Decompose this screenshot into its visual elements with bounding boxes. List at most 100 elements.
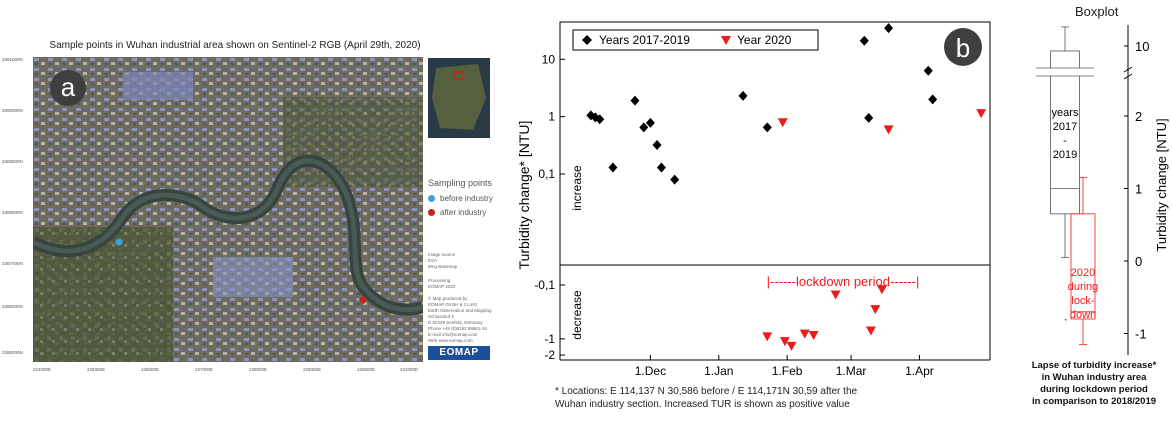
box1-label-line: years [1052,107,1079,119]
map-y-tick: 3387000N [2,261,23,266]
box2-label-line: lock- [1071,295,1095,307]
data-point-2017-2019 [586,110,596,121]
y-tick-label: 1 [548,110,555,124]
data-point-2017-2019 [645,117,655,128]
scatter-points [586,23,987,351]
credits-line: D 82229 Seefeld, Germany [428,320,483,325]
map-y-tick: 3391000N [2,57,23,62]
data-point-2017-2019 [595,114,605,125]
legend-label-after: after industry [440,208,487,217]
data-point-2017-2019 [639,122,649,133]
boxplot-ticks: -1 0 1 2 10 [1124,39,1149,342]
satellite-image [33,57,423,362]
y-tick-label: -2 [544,348,555,362]
upper-plot-frame [559,21,991,266]
data-point-2017-2019 [884,23,894,34]
map-x-tick: 228000E [249,367,268,372]
box-y-tick-label: 2 [1135,109,1142,124]
box2-label-line: during [1068,281,1099,293]
sampling-legend: Sampling points before industry after in… [428,178,493,222]
eomap-logo: EOMAP [428,346,490,360]
x-tick-label: 1.Apr [905,364,934,378]
turbidity-boxplot-chart: -1 0 1 2 10 years 2017 - 2019 2020 during lo… [1036,25,1169,355]
map-y-tick: 3388000N [2,210,23,215]
box2-label-line: down [1070,309,1096,321]
image-source-line: Image source [428,252,456,257]
box1-label: years 2017 - 2019 [1052,107,1079,161]
map-x-tick: 229000E [303,367,322,372]
data-point-2017-2019 [923,65,933,76]
caption-line: during lockdown period [1040,384,1148,395]
box1-label-line: 2019 [1053,149,1077,161]
panel-c-boxplot: Boxplot -1 0 1 2 10 years 2017 - 2019 2020 d… [1000,0,1172,419]
x-tick-label: 1.Dec [635,364,666,378]
data-point-2017-2019 [762,122,772,133]
caption-line: Lapse of turbidity increase* [1031,360,1157,371]
legend-title: Sampling points [428,178,493,188]
increase-label: increase [570,165,584,211]
credits-line: © Map produced by [428,296,468,301]
data-point-2017-2019 [652,140,662,151]
y-tick-label: 0,1 [538,167,555,181]
data-point-2017-2019 [656,162,666,173]
map-y-tick: 3390000N [2,108,23,113]
box2-label-line: 2020 [1071,267,1095,279]
processing-line: EOMAP 2020 [428,284,456,289]
credits-line: Earth Observation and Mapping [428,308,492,313]
processing-line: Processing [428,278,451,283]
x-tick-label: 1.Feb [772,364,803,378]
map-x-tick: 227000E [195,367,214,372]
decrease-label: decrease [570,290,584,340]
black-diamond-icon [582,35,592,45]
box-body [1070,213,1096,320]
box1-label-line: 2017 [1053,121,1077,133]
legend-label-before: before industry [440,194,493,203]
lockdown-period-label: |------lockdown period------| [767,274,920,289]
scatter-ticks: 10 1 0,1 -0,1 -1 -2 1.Dec 1.Jan 1.Feb 1.Mar 1.Apr [534,52,933,378]
map-y-tick: 3386000N [2,304,23,309]
sample-point-before [115,238,123,246]
legend-item-before: before industry [428,194,493,203]
credits-line: Web www.eomap.com [428,338,473,343]
image-source-line: ESA [428,258,438,263]
data-point-2020 [762,332,773,342]
map-title: Sample points in Wuhan industrial area s… [49,40,421,51]
axis-break-mark [1123,73,1133,80]
data-point-2020 [779,337,790,347]
map-y-tick: 3385000N [2,350,23,355]
data-point-2020 [777,118,788,128]
panel-b-scatter: 10 1 0,1 -0,1 -1 -2 1.Dec 1.Jan 1.Feb 1.Mar 1.Apr … [515,0,1000,419]
sample-point-after [359,296,367,304]
box-outlier-point [1065,319,1067,321]
satellite-map [33,57,423,362]
box-y-tick-label: -1 [1135,327,1147,342]
image-source: Image source ESA Bing Basemap [428,252,457,270]
map-x-tick: 225000E [87,367,106,372]
panel-b-badge: b [956,33,970,63]
panel-b-badge-circle [944,28,982,66]
box1-label-line: - [1063,135,1067,147]
panel-a-badge: a [50,70,86,106]
data-point-2017-2019 [859,35,869,46]
boxplot-title: Boxplot [1075,4,1119,19]
data-point-2020 [876,285,887,295]
y-tick-label: -1 [544,332,555,346]
credits-line: Schlosshof 4 [428,314,454,319]
data-point-2017-2019 [864,112,874,123]
data-point-2020 [830,290,841,300]
y-tick-label: 10 [542,52,556,66]
data-point-2020 [883,125,894,135]
data-point-2020 [865,326,876,336]
box2-label: 2020 during lock- down [1068,267,1099,321]
map-y-tick: 3389000N [2,159,23,164]
box-y-tick-label: 10 [1135,39,1149,54]
data-point-2020 [808,331,819,341]
credits-line: Phone +49 (0)8152 99861-15 [428,326,487,331]
legend-series-2: Year 2020 [737,33,792,47]
data-point-2017-2019 [608,162,618,173]
legend-series-1: Years 2017-2019 [599,33,690,47]
boxplot-ylabel: Turbidity change [NTU] [1154,118,1169,251]
map-x-tick: 226000E [141,367,160,372]
caption-line: in comparison to 2018/2019 [1031,396,1157,407]
